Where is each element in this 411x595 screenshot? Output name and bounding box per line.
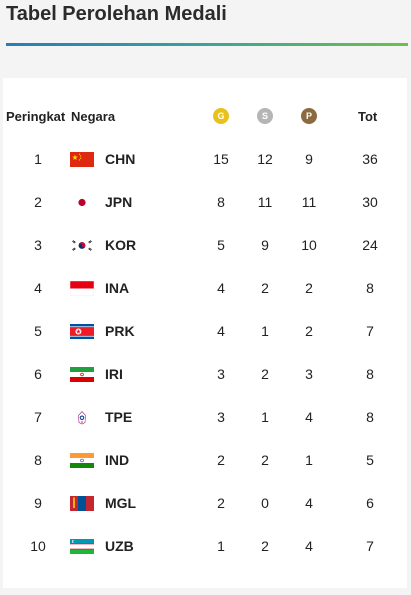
china-flag-icon [70,152,94,167]
header-country: Negara [71,109,116,124]
total-count: 5 [366,452,374,468]
north-korea-flag-icon [70,324,94,339]
gold-count: 1 [217,538,225,554]
silver-count: 11 [257,194,273,210]
gold-count: 5 [217,237,225,253]
country-code[interactable]: TPE [105,409,133,425]
table-row[interactable]: 3 KOR 5 9 10 24 [3,224,407,267]
japan-flag-icon [70,195,94,210]
silver-count: 1 [261,409,269,425]
bronze-count: 2 [305,280,313,296]
total-count: 8 [366,366,374,382]
rank-cell: 4 [34,280,42,296]
silver-medal-icon: S [257,108,273,124]
country-code[interactable]: CHN [105,151,136,167]
gold-count: 4 [217,280,225,296]
bronze-count: 10 [301,237,317,253]
bronze-count: 4 [305,538,313,554]
table-header: Peringkat Negara G S P Tot [3,78,407,156]
uzbekistan-flag-icon [70,539,94,554]
medal-table: Peringkat Negara G S P Tot 1 CHN 15 12 9… [3,78,407,588]
silver-count: 2 [261,538,269,554]
rank-cell: 7 [34,409,42,425]
mongolia-flag-icon [70,496,94,511]
country-code[interactable]: IRI [105,366,123,382]
total-count: 30 [362,194,378,210]
total-count: 7 [366,323,374,339]
gold-count: 8 [217,194,225,210]
bronze-count: 9 [305,151,313,167]
bronze-count: 1 [305,452,313,468]
bronze-count: 2 [305,323,313,339]
rank-cell: 2 [34,194,42,210]
rank-cell: 8 [34,452,42,468]
rank-cell: 6 [34,366,42,382]
header-rank: Peringkat [6,109,66,124]
gold-count: 3 [217,366,225,382]
table-row[interactable]: 10 UZB 1 2 4 7 [3,525,407,568]
bronze-count: 3 [305,366,313,382]
silver-count: 0 [261,495,269,511]
table-row[interactable]: 8 IND 2 2 1 5 [3,439,407,482]
country-code[interactable]: MGL [105,495,137,511]
korea-flag-icon [70,238,94,253]
table-row[interactable]: 6 IRI 3 2 3 8 [3,353,407,396]
table-row[interactable]: 2 JPN 8 11 11 30 [3,181,407,224]
rank-cell: 3 [34,237,42,253]
table-row[interactable]: 9 MGL 2 0 4 6 [3,482,407,525]
iran-flag-icon [70,367,94,382]
bronze-count: 4 [305,495,313,511]
gold-count: 2 [217,495,225,511]
bronze-count: 4 [305,409,313,425]
rank-cell: 1 [34,151,42,167]
table-row[interactable]: 4 INA 4 2 2 8 [3,267,407,310]
country-code[interactable]: PRK [105,323,135,339]
country-code[interactable]: UZB [105,538,134,554]
total-count: 24 [362,237,378,253]
silver-count: 2 [261,366,269,382]
bronze-count: 11 [301,194,317,210]
country-code[interactable]: KOR [105,237,137,253]
total-count: 8 [366,409,374,425]
country-code[interactable]: IND [105,452,130,468]
gold-count: 4 [217,323,225,339]
gold-count: 15 [213,151,229,167]
bronze-medal-icon: P [301,108,317,124]
rank-cell: 10 [30,538,46,554]
country-code[interactable]: INA [105,280,130,296]
total-count: 36 [362,151,378,167]
silver-count: 12 [257,151,273,167]
indonesia-flag-icon [70,281,94,296]
table-row[interactable]: 1 CHN 15 12 9 36 [3,138,407,181]
gold-count: 2 [217,452,225,468]
total-count: 8 [366,280,374,296]
gold-count: 3 [217,409,225,425]
title-underline [6,43,408,46]
page-title: Tabel Perolehan Medali [6,3,227,25]
chinese-taipei-flag-icon [70,410,94,425]
header-total: Tot [358,109,378,124]
table-row[interactable]: 5 PRK 4 1 2 7 [3,310,407,353]
rank-cell: 9 [34,495,42,511]
total-count: 6 [366,495,374,511]
country-code[interactable]: JPN [105,194,133,210]
total-count: 7 [366,538,374,554]
silver-count: 2 [261,280,269,296]
gold-medal-icon: G [213,108,229,124]
rank-cell: 5 [34,323,42,339]
india-flag-icon [70,453,94,468]
silver-count: 1 [261,323,269,339]
table-row[interactable]: 7 TPE 3 1 4 8 [3,396,407,439]
silver-count: 9 [261,237,269,253]
silver-count: 2 [261,452,269,468]
